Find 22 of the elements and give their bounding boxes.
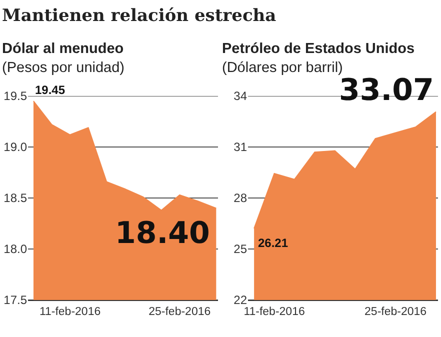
x-tick-label: 11-feb-2016: [244, 306, 305, 318]
x-tick-label: 25-feb-2016: [364, 306, 427, 318]
y-tick-label: 19.5: [4, 89, 28, 104]
y-tick-label: 18.0: [4, 242, 28, 256]
y-tick-label: 31: [234, 140, 248, 154]
y-tick-label: 28: [234, 191, 248, 206]
y-tick-label: 18.5: [4, 191, 28, 206]
y-tick-label: 34: [234, 89, 248, 104]
y-tick-label: 25: [234, 242, 248, 256]
chart-title: Dólar al menudeo: [2, 41, 124, 57]
x-tick-label: 11-feb-2016: [39, 306, 101, 318]
chart-title: Petróleo de Estados Unidos: [222, 41, 415, 57]
data-label: 18.40: [115, 216, 210, 251]
y-tick-label: 22: [234, 293, 248, 308]
y-tick-label: 17.5: [4, 293, 28, 308]
x-tick-label: 25-feb-2016: [148, 306, 211, 318]
text: Mantienen relación estrecha: [1, 5, 278, 28]
chart-subtitle: (Pesos por unidad): [2, 60, 125, 76]
y-tick-label: 19.0: [4, 140, 28, 154]
data-label: 19.45: [35, 83, 66, 97]
data-label: 26.21: [258, 236, 288, 250]
chart-subtitle: (Dólares por barril): [222, 60, 343, 76]
